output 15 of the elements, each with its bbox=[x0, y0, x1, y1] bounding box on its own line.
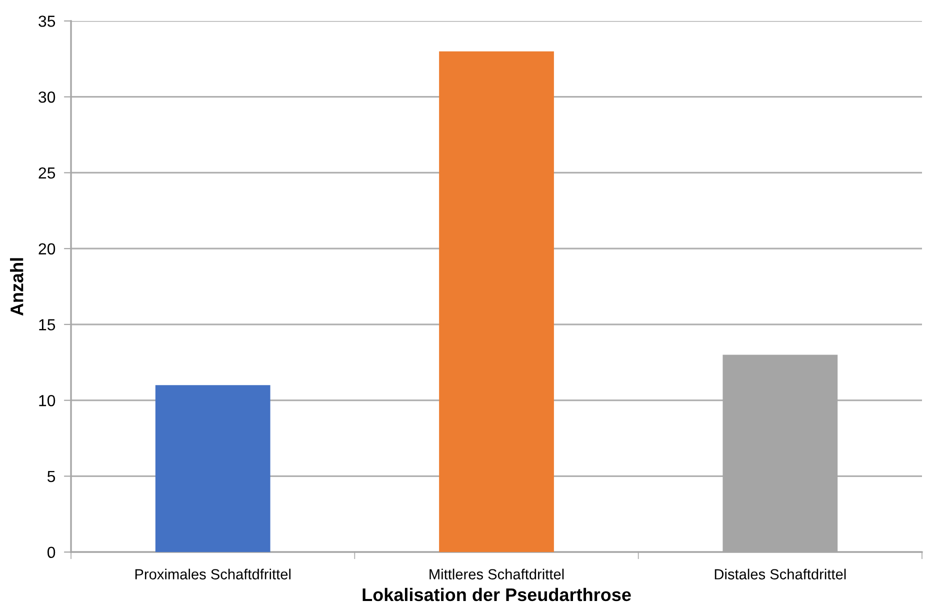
y-axis-title: Anzahl bbox=[10, 258, 24, 316]
y-tick-label: 10 bbox=[39, 394, 56, 406]
y-tick-label: 35 bbox=[38, 16, 56, 27]
x-tick-label: Mittleres Schaftdrittel bbox=[430, 568, 564, 580]
bar bbox=[439, 51, 554, 552]
bar bbox=[155, 385, 270, 552]
x-tick-label: Distales Schaftdrittel bbox=[714, 568, 846, 580]
x-axis-title: Lokalisation der Pseudarthrose bbox=[362, 588, 631, 602]
y-tick-label: 25 bbox=[38, 167, 56, 179]
y-tick-label: 30 bbox=[38, 91, 56, 103]
y-tick-label: 15 bbox=[39, 319, 56, 330]
y-tick-label: 0 bbox=[47, 546, 56, 558]
x-tick-label: Proximales Schaftdfrittel bbox=[135, 568, 290, 580]
y-tick-label: 20 bbox=[38, 243, 56, 255]
y-tick-label: 5 bbox=[47, 470, 56, 482]
